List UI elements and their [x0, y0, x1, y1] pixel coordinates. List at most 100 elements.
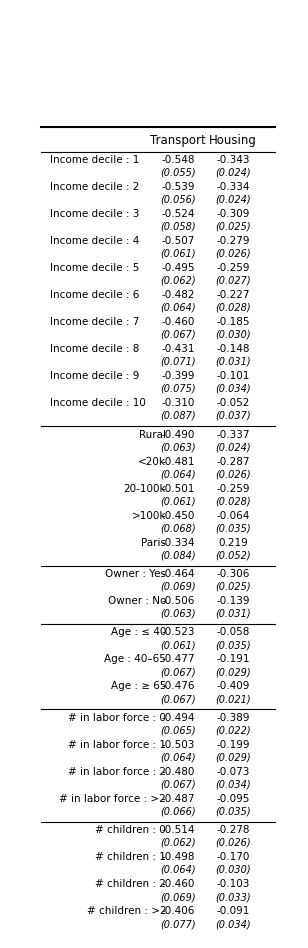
- Text: -0.409: -0.409: [216, 682, 250, 691]
- Text: (0.068): (0.068): [160, 523, 196, 534]
- Text: (0.030): (0.030): [215, 865, 251, 875]
- Text: -0.548: -0.548: [161, 155, 195, 165]
- Text: -0.334: -0.334: [161, 538, 195, 548]
- Text: -0.501: -0.501: [161, 483, 195, 494]
- Text: <20k: <20k: [138, 457, 166, 466]
- Text: -0.139: -0.139: [216, 596, 250, 606]
- Text: (0.029): (0.029): [215, 753, 251, 762]
- Text: Income decile : 3: Income decile : 3: [51, 210, 140, 219]
- Text: (0.055): (0.055): [160, 168, 196, 178]
- Text: (0.063): (0.063): [160, 443, 196, 452]
- Text: (0.026): (0.026): [215, 469, 251, 480]
- Text: Age : ≤ 40: Age : ≤ 40: [111, 628, 166, 637]
- Text: -0.503: -0.503: [161, 739, 195, 750]
- Text: -0.064: -0.064: [216, 511, 250, 520]
- Text: (0.033): (0.033): [215, 892, 251, 902]
- Text: (0.087): (0.087): [160, 411, 196, 421]
- Text: # children : 0: # children : 0: [95, 825, 166, 835]
- Text: -0.227: -0.227: [216, 290, 250, 301]
- Text: 0.219: 0.219: [218, 538, 248, 548]
- Text: (0.034): (0.034): [215, 384, 251, 394]
- Text: (0.066): (0.066): [160, 807, 196, 816]
- Text: Income decile : 6: Income decile : 6: [51, 290, 140, 301]
- Text: -0.523: -0.523: [161, 628, 195, 637]
- Text: (0.030): (0.030): [215, 330, 251, 340]
- Text: -0.259: -0.259: [216, 264, 250, 273]
- Text: -0.464: -0.464: [161, 569, 195, 579]
- Text: (0.031): (0.031): [215, 609, 251, 619]
- Text: (0.061): (0.061): [160, 640, 196, 650]
- Text: -0.073: -0.073: [216, 767, 250, 776]
- Text: -0.476: -0.476: [161, 682, 195, 691]
- Text: (0.025): (0.025): [215, 582, 251, 592]
- Text: (0.062): (0.062): [160, 838, 196, 848]
- Text: # in labor force : 0: # in labor force : 0: [68, 713, 166, 722]
- Text: -0.481: -0.481: [161, 457, 195, 466]
- Text: Age : ≥ 65: Age : ≥ 65: [111, 682, 166, 691]
- Text: (0.064): (0.064): [160, 753, 196, 762]
- Text: -0.507: -0.507: [161, 236, 195, 246]
- Text: (0.028): (0.028): [215, 497, 251, 506]
- Text: -0.334: -0.334: [216, 182, 250, 192]
- Text: (0.064): (0.064): [160, 469, 196, 480]
- Text: (0.058): (0.058): [160, 222, 196, 232]
- Text: -0.506: -0.506: [161, 596, 195, 606]
- Text: -0.490: -0.490: [161, 429, 195, 440]
- Text: -0.259: -0.259: [216, 483, 250, 494]
- Text: -0.450: -0.450: [161, 511, 195, 520]
- Text: -0.101: -0.101: [216, 372, 250, 381]
- Text: -0.406: -0.406: [161, 906, 195, 916]
- Text: -0.287: -0.287: [216, 457, 250, 466]
- Text: -0.170: -0.170: [216, 852, 250, 863]
- Text: (0.064): (0.064): [160, 865, 196, 875]
- Text: -0.343: -0.343: [216, 155, 250, 165]
- Text: (0.065): (0.065): [160, 725, 196, 736]
- Text: -0.389: -0.389: [216, 713, 250, 722]
- Text: # in labor force : >2: # in labor force : >2: [59, 793, 166, 804]
- Text: -0.524: -0.524: [161, 210, 195, 219]
- Text: Income decile : 5: Income decile : 5: [51, 264, 140, 273]
- Text: (0.037): (0.037): [215, 411, 251, 421]
- Text: -0.498: -0.498: [161, 852, 195, 863]
- Text: (0.022): (0.022): [215, 725, 251, 736]
- Text: (0.064): (0.064): [160, 303, 196, 313]
- Text: (0.024): (0.024): [215, 443, 251, 452]
- Text: -0.058: -0.058: [216, 628, 250, 637]
- Text: (0.077): (0.077): [160, 919, 196, 929]
- Text: (0.067): (0.067): [160, 779, 196, 790]
- Text: -0.185: -0.185: [216, 318, 250, 327]
- Text: Housing: Housing: [209, 135, 257, 147]
- Text: -0.278: -0.278: [216, 825, 250, 835]
- Text: Transport: Transport: [150, 135, 206, 147]
- Text: (0.061): (0.061): [160, 497, 196, 506]
- Text: (0.029): (0.029): [215, 667, 251, 677]
- Text: >100k: >100k: [132, 511, 166, 520]
- Text: (0.067): (0.067): [160, 694, 196, 704]
- Text: -0.309: -0.309: [216, 210, 250, 219]
- Text: Income decile : 7: Income decile : 7: [51, 318, 140, 327]
- Text: (0.069): (0.069): [160, 582, 196, 592]
- Text: Owner : Yes: Owner : Yes: [105, 569, 166, 579]
- Text: -0.091: -0.091: [216, 906, 250, 916]
- Text: # children : 2: # children : 2: [95, 879, 166, 889]
- Text: -0.095: -0.095: [216, 793, 250, 804]
- Text: (0.075): (0.075): [160, 384, 196, 394]
- Text: -0.191: -0.191: [216, 654, 250, 665]
- Text: -0.279: -0.279: [216, 236, 250, 246]
- Text: (0.028): (0.028): [215, 303, 251, 313]
- Text: # children : 1: # children : 1: [95, 852, 166, 863]
- Text: (0.035): (0.035): [215, 640, 251, 650]
- Text: (0.063): (0.063): [160, 609, 196, 619]
- Text: (0.067): (0.067): [160, 330, 196, 340]
- Text: (0.021): (0.021): [215, 694, 251, 704]
- Text: 20-100k: 20-100k: [124, 483, 166, 494]
- Text: (0.052): (0.052): [215, 551, 251, 560]
- Text: -0.431: -0.431: [161, 344, 195, 355]
- Text: (0.026): (0.026): [215, 249, 251, 259]
- Text: (0.025): (0.025): [215, 222, 251, 232]
- Text: (0.031): (0.031): [215, 357, 251, 367]
- Text: (0.071): (0.071): [160, 357, 196, 367]
- Text: (0.056): (0.056): [160, 195, 196, 205]
- Text: -0.495: -0.495: [161, 264, 195, 273]
- Text: -0.399: -0.399: [161, 372, 195, 381]
